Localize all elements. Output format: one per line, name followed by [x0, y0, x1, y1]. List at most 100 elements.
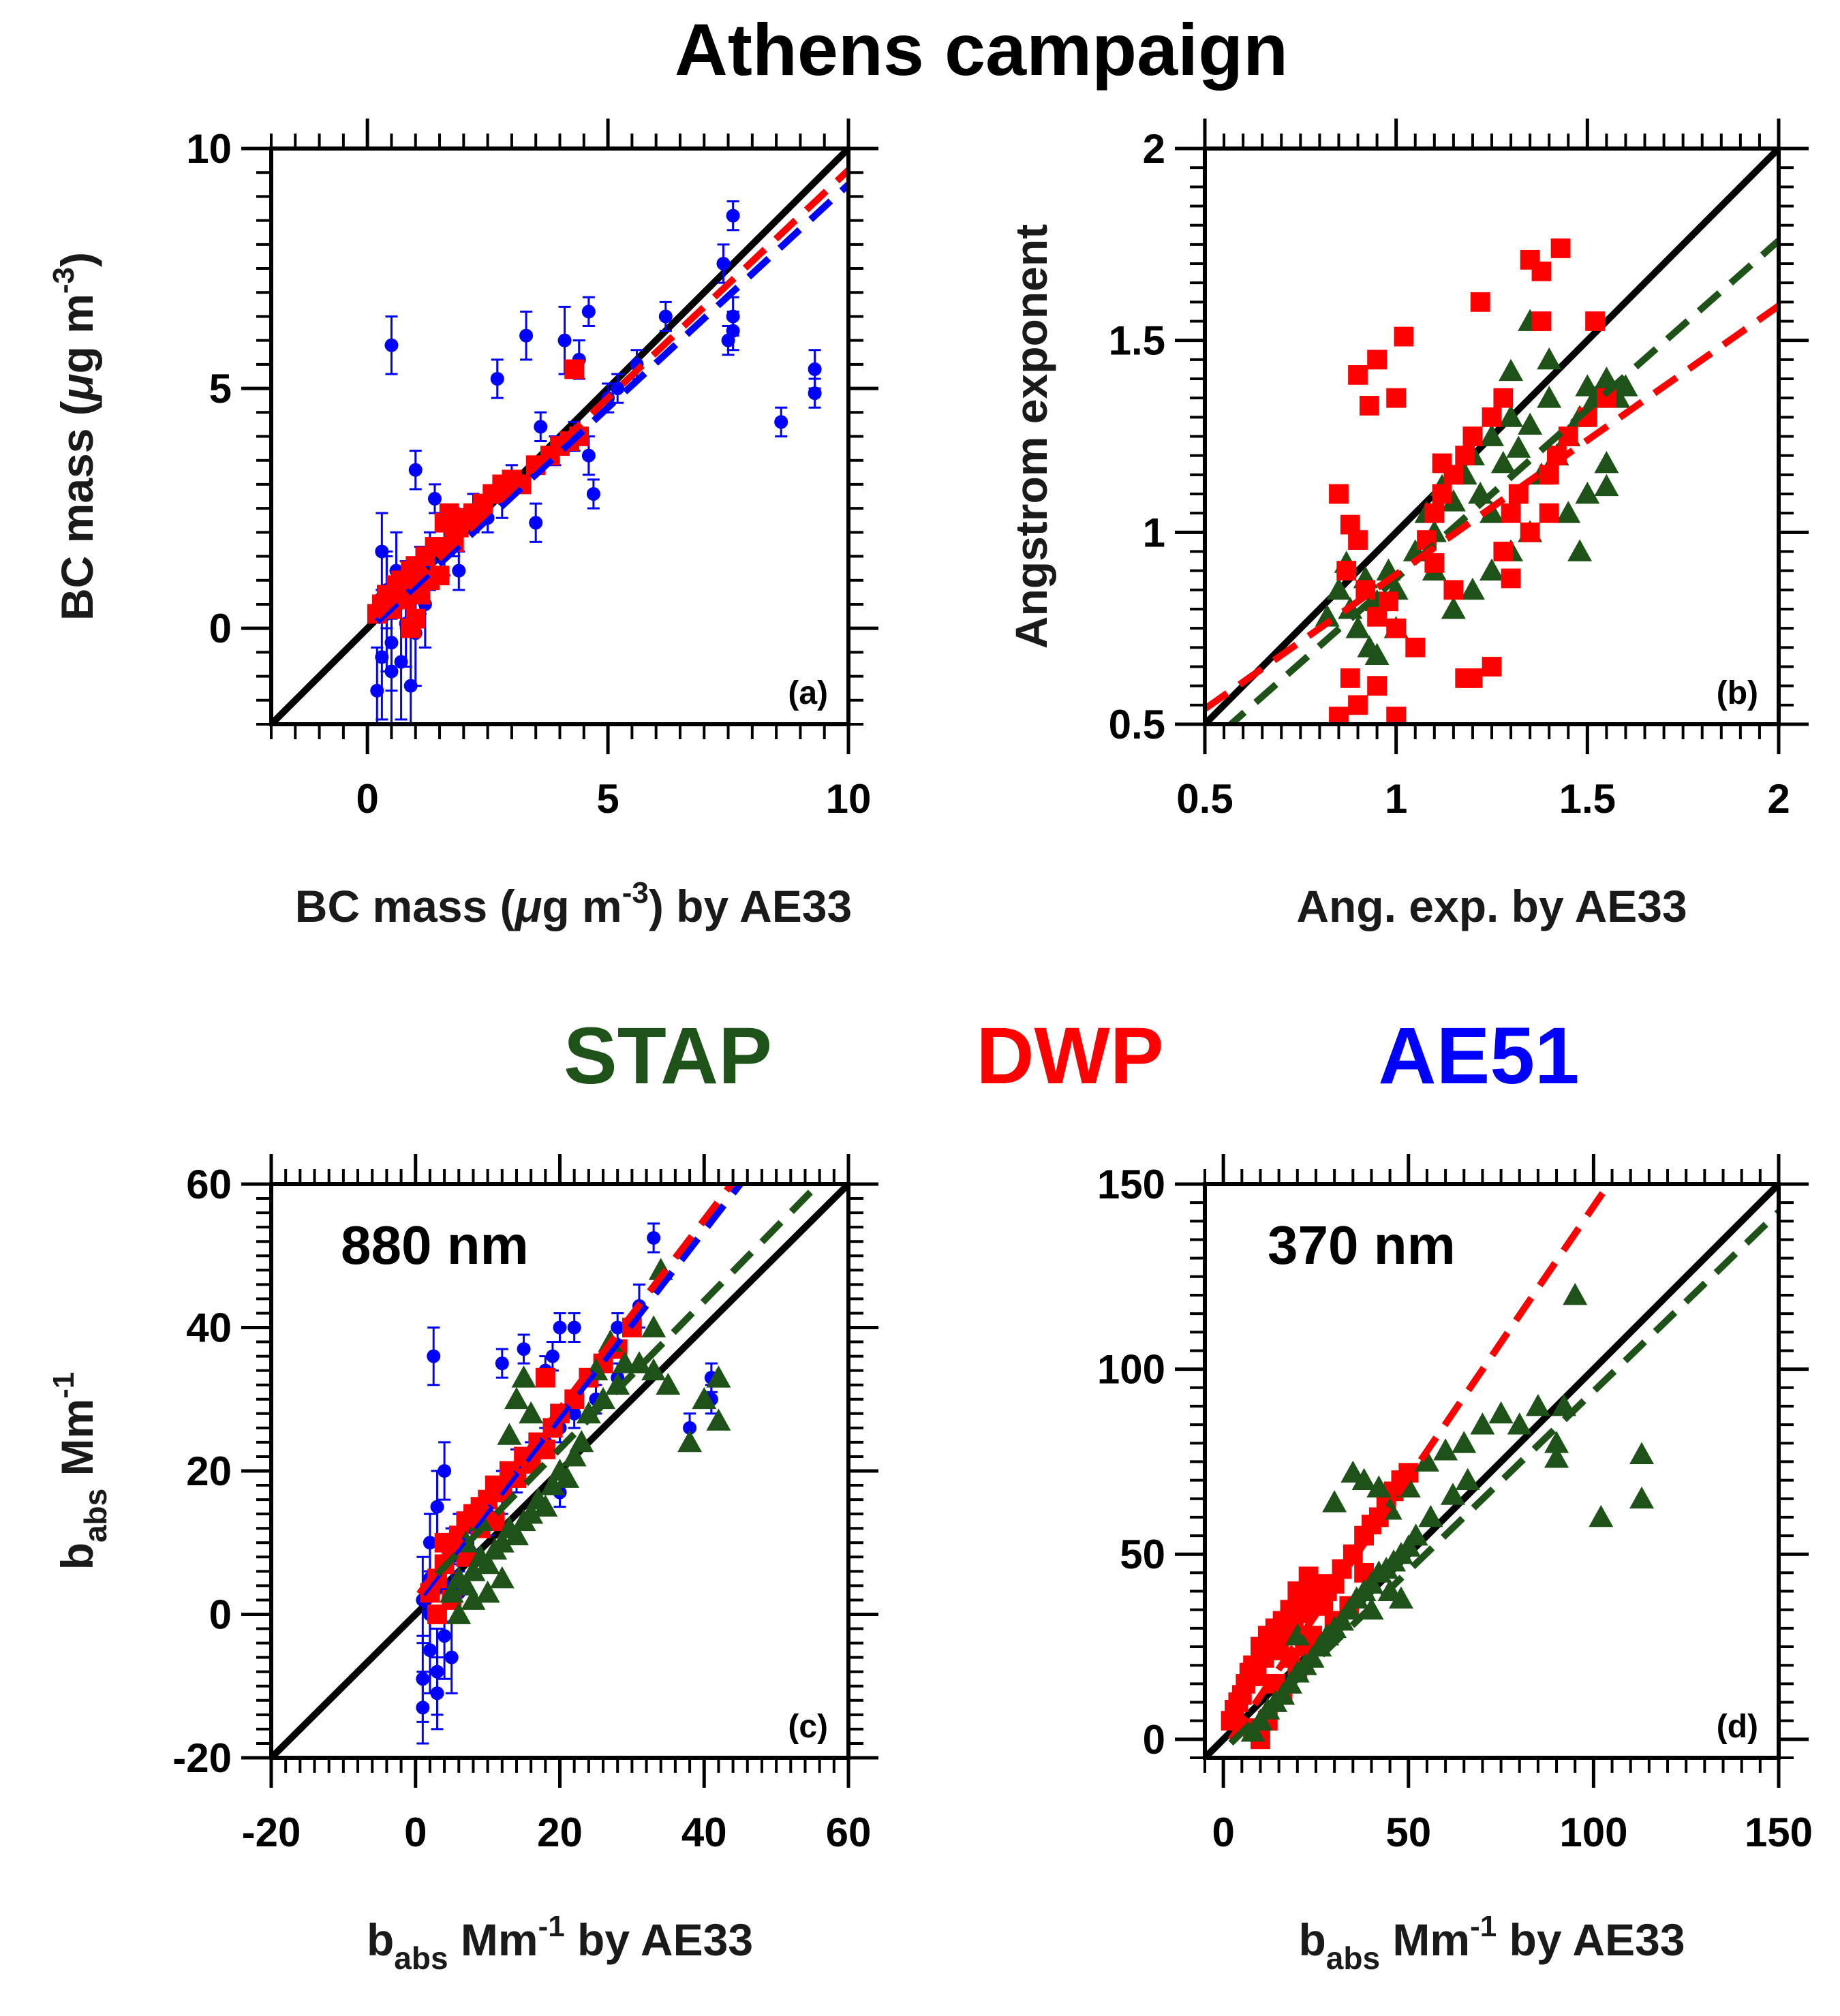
data-point	[808, 386, 822, 401]
y-tick-label: 1	[1143, 510, 1165, 555]
data-point	[1613, 374, 1638, 397]
major-ticks-c	[241, 1154, 878, 1788]
panel-c: -20 0 20 40 60 -20 0 20 40 60 (c) 880 nm babs Mm-1 b…	[47, 1154, 878, 1976]
x-tick-label: 2	[1767, 776, 1790, 822]
y-tick-label: 20	[186, 1448, 232, 1494]
data-point	[721, 333, 735, 347]
data-point	[564, 359, 585, 379]
fit-line-dwp	[416, 1184, 736, 1596]
data-point	[1539, 465, 1559, 485]
y-tick-label: 0	[209, 1592, 232, 1638]
legend-stap: STAP	[564, 1011, 772, 1101]
data-point	[394, 655, 408, 669]
data-point	[562, 1444, 587, 1467]
data-point	[1501, 568, 1521, 589]
data-point	[1441, 489, 1466, 512]
y-tick-label: -20	[172, 1735, 232, 1781]
y-tick-label: 50	[1120, 1532, 1165, 1577]
data-point	[1364, 642, 1390, 665]
x-axis-label: BC mass (μg m-3) by AE33	[295, 876, 852, 931]
data-point	[1537, 386, 1562, 408]
data-point	[408, 463, 423, 477]
data-point	[401, 618, 421, 638]
data-point	[567, 1406, 581, 1421]
data-point	[641, 1358, 666, 1381]
data-point	[403, 679, 418, 693]
data-point	[519, 328, 534, 343]
data-point	[1520, 522, 1540, 542]
data-point	[1440, 1483, 1465, 1505]
data-point	[1432, 453, 1452, 474]
data-point	[1443, 580, 1464, 600]
data-point	[1518, 412, 1543, 435]
data-point	[446, 1602, 472, 1624]
data-point	[1567, 539, 1593, 561]
panel-label: (d)	[1717, 1709, 1758, 1745]
data-point	[475, 1551, 500, 1575]
data-point	[591, 1386, 616, 1410]
data-point	[581, 448, 596, 463]
data-point	[557, 333, 572, 347]
y-tick-label: 40	[186, 1305, 232, 1351]
data-point	[1460, 577, 1485, 600]
data-point	[1424, 553, 1445, 573]
fit-line-dwp	[1205, 303, 1779, 712]
data-point	[716, 257, 731, 270]
data-point	[517, 1342, 531, 1356]
data-point	[1418, 1504, 1443, 1527]
data-point	[416, 1672, 430, 1686]
data-point	[1462, 427, 1483, 446]
data-point	[1405, 637, 1426, 657]
panel-label: (b)	[1717, 675, 1758, 711]
data-point	[438, 1629, 452, 1643]
plot-frame	[269, 1182, 850, 1760]
data-point	[647, 1230, 661, 1245]
figure-title: Athens campaign	[675, 8, 1288, 91]
y-axis-label: BC mass (μg m-3)	[47, 252, 102, 621]
data-point	[1424, 503, 1445, 523]
data-point	[461, 1559, 486, 1581]
wavelength-label: 370 nm	[1268, 1215, 1456, 1275]
x-axis-label: babs Mm-1 by AE33	[367, 1910, 753, 1976]
data-point	[1248, 1708, 1273, 1731]
legend-ae51: AE51	[1378, 1011, 1579, 1101]
data-point	[1455, 1468, 1480, 1490]
data-point	[656, 1372, 681, 1395]
data-point	[1386, 618, 1407, 638]
data-point	[1329, 707, 1349, 724]
fit-line-dwp	[374, 168, 848, 619]
data-point	[1594, 450, 1619, 474]
fit-line-stap	[1225, 238, 1779, 724]
legend-dwp: DWP	[976, 1011, 1163, 1101]
data-point	[1348, 530, 1368, 550]
data-point	[384, 338, 399, 352]
data-point	[1589, 1504, 1614, 1527]
y-tick-label: 0	[1143, 1717, 1165, 1763]
x-tick-label: 150	[1745, 1810, 1813, 1855]
data-point	[1479, 558, 1504, 581]
fit-line-stap	[434, 1184, 823, 1577]
x-tick-label: 10	[826, 776, 872, 822]
x-tick-label: -20	[242, 1810, 301, 1855]
data-point	[611, 382, 625, 396]
data-point	[534, 420, 548, 434]
data-point	[375, 544, 389, 559]
y-tick-label: 2	[1143, 126, 1165, 172]
panel-d: 0 50 100 150 0 50 100 150 (d) 370 nm babs Mm-1 by …	[1097, 1154, 1813, 1976]
data-point	[1359, 1571, 1384, 1594]
data-point	[427, 1349, 441, 1363]
data-point	[429, 565, 450, 586]
data-point	[1329, 1609, 1354, 1631]
y-tick-label: 100	[1097, 1347, 1165, 1393]
data-point	[586, 487, 600, 501]
data-point	[1629, 1486, 1655, 1509]
y-tick-label: 150	[1097, 1162, 1165, 1207]
data-point	[497, 1423, 522, 1445]
data-point	[553, 1320, 567, 1335]
data-point	[1433, 1438, 1458, 1461]
data-point	[540, 1473, 565, 1495]
data-point	[1629, 1442, 1655, 1464]
data-point	[1470, 292, 1490, 312]
data-point	[1544, 1445, 1569, 1468]
